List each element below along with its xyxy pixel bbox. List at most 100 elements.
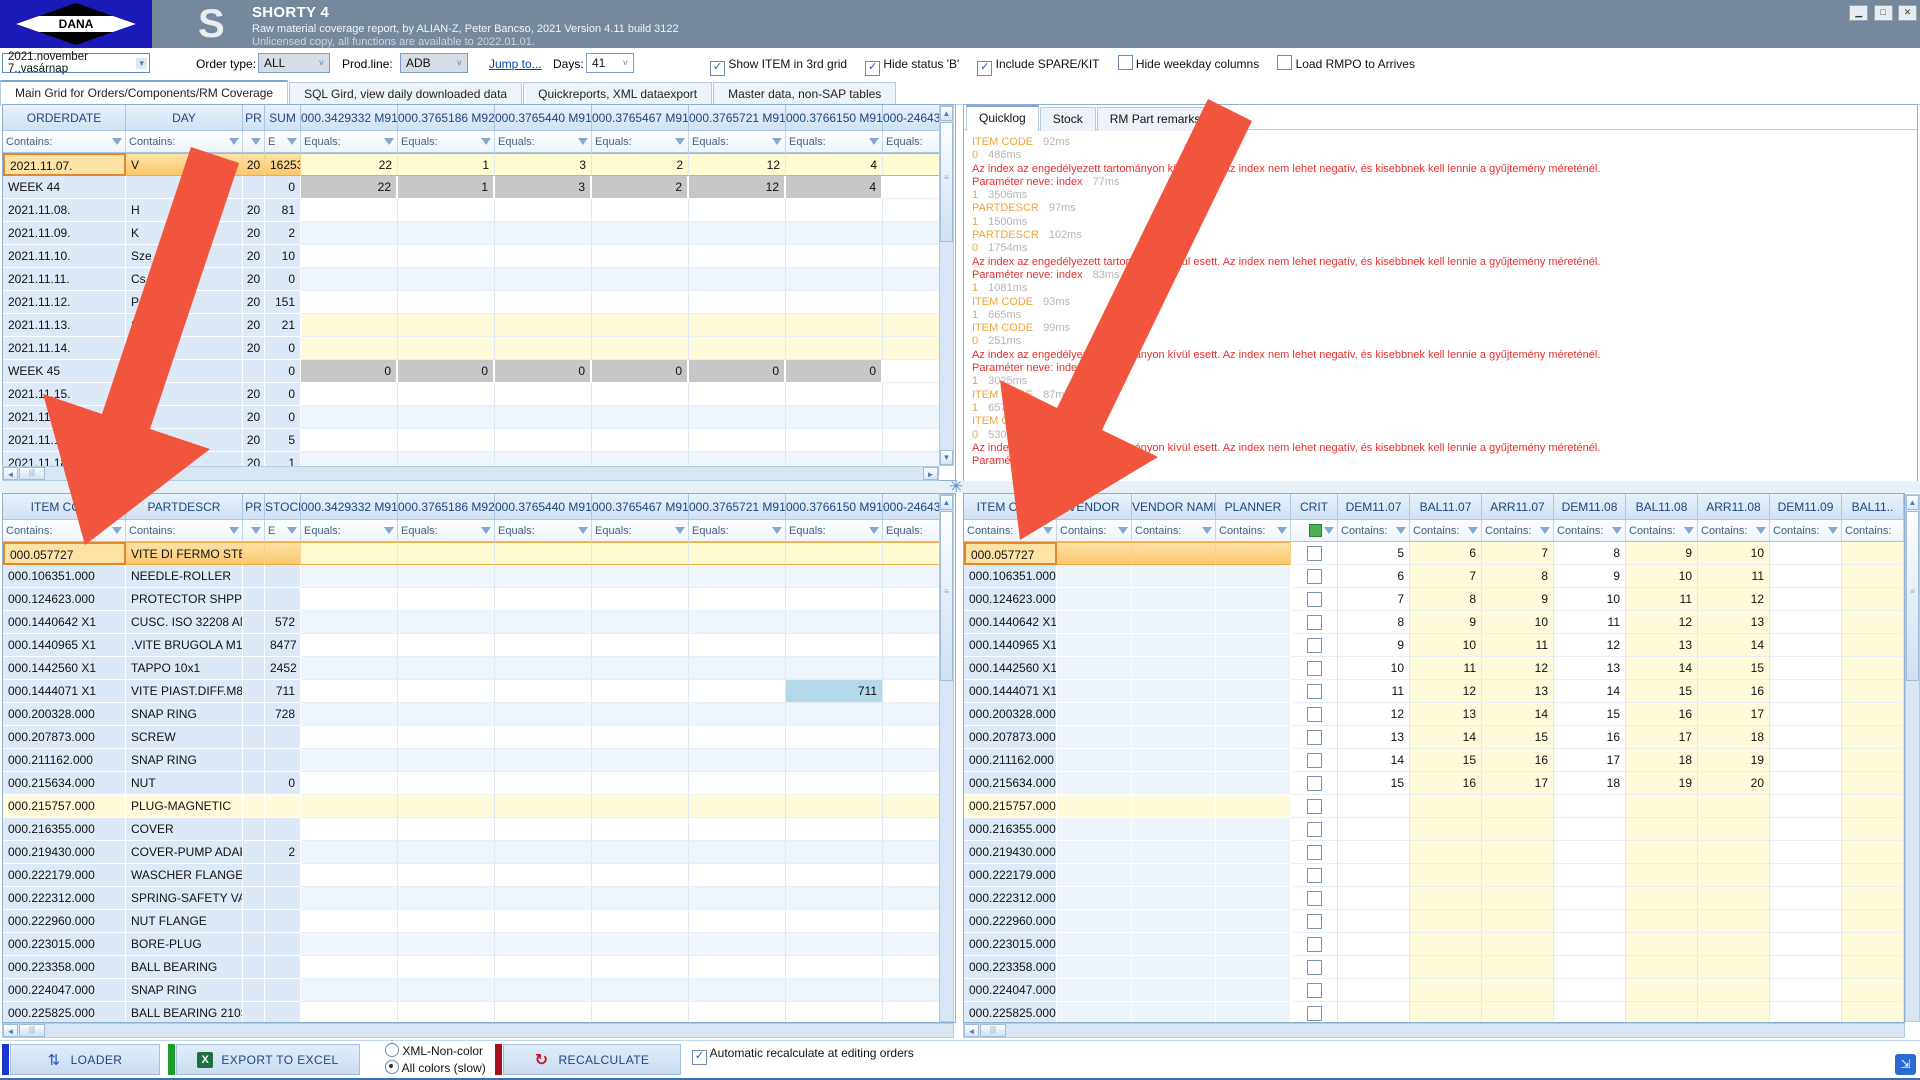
cell-pr[interactable] (243, 565, 265, 588)
column-header-bal11-07[interactable]: BAL11.07 (1410, 494, 1482, 520)
cell-value[interactable]: 0 (398, 360, 495, 383)
cell-value[interactable] (398, 429, 495, 452)
cell-value[interactable] (592, 542, 689, 565)
cell-vendor-name[interactable] (1132, 611, 1216, 634)
cell-vendor-name[interactable] (1132, 887, 1216, 910)
cell-value[interactable] (1410, 1002, 1482, 1022)
crit-checkbox[interactable] (1306, 798, 1322, 814)
cell-value[interactable] (1410, 864, 1482, 887)
cell-value[interactable] (592, 565, 689, 588)
cell-value[interactable]: 20 (1698, 772, 1770, 795)
cell-value[interactable] (1626, 864, 1698, 887)
cell-orderdate[interactable]: 2021.11.17. (3, 429, 126, 452)
cell-value[interactable] (883, 245, 940, 268)
cell-value[interactable] (689, 542, 786, 565)
cell-vendor[interactable] (1057, 933, 1132, 956)
cell-value[interactable] (592, 887, 689, 910)
cell-value[interactable] (786, 245, 883, 268)
crit-checkbox[interactable] (1306, 591, 1322, 607)
cell-value[interactable] (301, 542, 398, 565)
cell-value[interactable] (398, 680, 495, 703)
cell-value[interactable] (1842, 910, 1904, 933)
cell-value[interactable] (592, 680, 689, 703)
cell-orderdate[interactable]: 2021.11.09. (3, 222, 126, 245)
cell-value[interactable] (1410, 956, 1482, 979)
cell-value[interactable]: 17 (1626, 726, 1698, 749)
cell-value[interactable] (592, 383, 689, 406)
cell-value[interactable] (1842, 565, 1904, 588)
cell-value[interactable] (883, 406, 940, 429)
cell-value[interactable]: 10 (1338, 657, 1410, 680)
cell-pr[interactable] (243, 703, 265, 726)
column-header-000-3766150-m91[interactable]: 000.3766150 M91 (786, 494, 883, 520)
column-header-arr11-08[interactable]: ARR11.08 (1698, 494, 1770, 520)
cell-value[interactable] (398, 818, 495, 841)
cell-pr[interactable] (243, 910, 265, 933)
cell-value[interactable] (883, 222, 940, 245)
cell-value[interactable] (689, 818, 786, 841)
cell-value[interactable] (786, 703, 883, 726)
cell-item-code[interactable]: 000.106351.000 (964, 565, 1057, 588)
cell-value[interactable] (398, 337, 495, 360)
cell-orderdate[interactable]: WEEK 44 (3, 176, 126, 199)
filter-funnel-icon[interactable] (112, 138, 122, 145)
cell-item-code[interactable]: 000.1442560 X1 (3, 657, 126, 680)
cell-sum[interactable]: 0 (265, 406, 301, 429)
cell-stock[interactable]: 711 (265, 680, 301, 703)
cell-value[interactable] (883, 772, 940, 795)
cell-vendor[interactable] (1057, 726, 1132, 749)
checkbox-unchecked-icon[interactable] (1117, 55, 1133, 70)
filter-funnel-icon[interactable] (578, 527, 588, 534)
cell-vendor[interactable] (1057, 956, 1132, 979)
cell-value[interactable] (1410, 887, 1482, 910)
filter-cell[interactable]: Equals: (786, 520, 883, 542)
cell-value[interactable]: 10 (1410, 634, 1482, 657)
cell-vendor-name[interactable] (1132, 542, 1216, 565)
cell-item-code[interactable]: 000.215634.000 (964, 772, 1057, 795)
cell-value[interactable] (1554, 1002, 1626, 1022)
cell-pr[interactable] (243, 795, 265, 818)
cell-value[interactable] (1482, 910, 1554, 933)
cell-pr[interactable] (243, 818, 265, 841)
cell-partdescr[interactable]: NUT FLANGE (126, 910, 243, 933)
cell-value[interactable]: 12 (1338, 703, 1410, 726)
cell-value[interactable]: 18 (1554, 772, 1626, 795)
cell-day[interactable]: V (126, 153, 243, 176)
table-row[interactable]: 000.225825.000 (964, 1002, 1904, 1022)
table-row[interactable]: 000.211162.000 SNAP RING (3, 749, 955, 772)
cell-value[interactable] (301, 956, 398, 979)
cell-value[interactable] (1842, 887, 1904, 910)
cell-vendor[interactable] (1057, 749, 1132, 772)
table-row[interactable]: 2021.11.10. Sze 20 10 (3, 245, 955, 268)
cell-pr[interactable] (243, 864, 265, 887)
cell-value[interactable]: 12 (1626, 611, 1698, 634)
filter-funnel-icon[interactable] (1396, 527, 1406, 534)
crit-checkbox[interactable] (1306, 545, 1322, 561)
cell-value[interactable] (786, 406, 883, 429)
cell-value[interactable] (1842, 680, 1904, 703)
cell-value[interactable] (689, 429, 786, 452)
cell-value[interactable]: 0 (301, 360, 398, 383)
cell-value[interactable]: 9 (1338, 634, 1410, 657)
column-header-crit[interactable]: CRIT (1291, 494, 1338, 520)
cell-stock[interactable]: 0 (265, 772, 301, 795)
cell-value[interactable] (689, 1002, 786, 1022)
filter-funnel-icon[interactable] (384, 138, 394, 145)
column-header-000-3765467-m91[interactable]: 000.3765467 M91 (592, 494, 689, 520)
cell-value[interactable] (398, 657, 495, 680)
orders-grid-hscrollbar[interactable]: ◄ ||| ► (2, 466, 939, 481)
cell-sum[interactable]: 0 (265, 360, 301, 383)
crit-checkbox[interactable] (1306, 982, 1322, 998)
cell-day[interactable]: P (126, 291, 243, 314)
cell-value[interactable] (495, 795, 592, 818)
cell-value[interactable] (1482, 956, 1554, 979)
cell-value[interactable] (398, 542, 495, 565)
cell-value[interactable] (1554, 795, 1626, 818)
cell-value[interactable]: 14 (1698, 634, 1770, 657)
filter-funnel-icon[interactable] (384, 527, 394, 534)
cell-value[interactable]: 7 (1410, 565, 1482, 588)
column-header-000-3765186-m92[interactable]: 000.3765186 M92 (398, 494, 495, 520)
cell-value[interactable] (1842, 979, 1904, 1002)
cell-orderdate[interactable]: 2021.11.13. (3, 314, 126, 337)
